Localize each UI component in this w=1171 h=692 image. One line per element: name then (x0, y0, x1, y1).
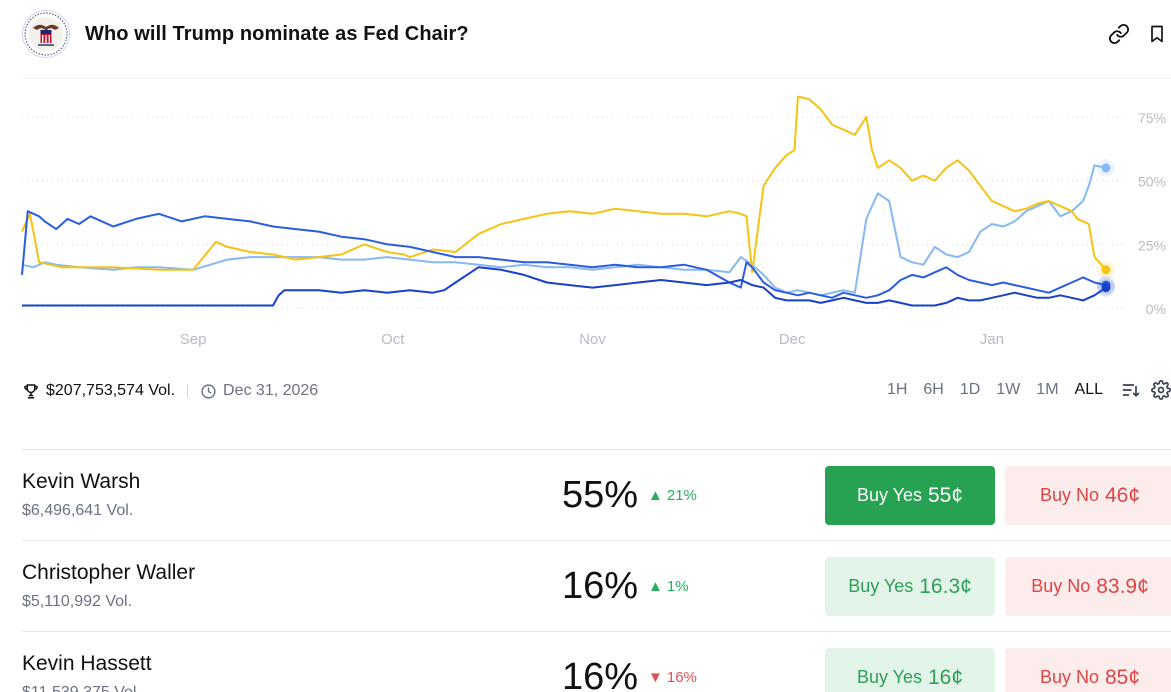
outcome-row-kevin-warsh[interactable]: Kevin Warsh $6,496,641 Vol. 55% ▲ 21% Bu… (22, 450, 1171, 540)
range-1m[interactable]: 1M (1036, 381, 1059, 398)
x-tick-label: Nov (579, 331, 606, 348)
buy-no-price: 46¢ (1104, 483, 1141, 507)
buy-yes-button[interactable]: Buy Yes 16¢ (825, 648, 995, 692)
candidate-name: Kevin Warsh (22, 470, 141, 493)
candidate-percent: 16% (562, 656, 639, 692)
buy-no-price: 83.9¢ (1096, 574, 1149, 598)
y-tick-label: 0% (1146, 301, 1166, 317)
candidate-name: Christopher Waller (22, 561, 196, 584)
series-line (21, 95, 1107, 274)
row-divider (22, 540, 1171, 541)
federal-reserve-seal-icon (22, 10, 70, 58)
x-tick-label: Dec (779, 331, 806, 348)
percent-change-value: 16% (666, 669, 697, 686)
candidate-name: Kevin Hassett (22, 652, 152, 675)
y-tick-label: 50% (1138, 174, 1166, 190)
buy-no-label: Buy No (1039, 485, 1099, 505)
candidate-percent: 55% (562, 474, 639, 516)
candidate-volume: $11,539,375 Vol. (22, 684, 141, 692)
buy-yes-button[interactable]: Buy Yes 55¢ (825, 466, 995, 525)
percent-change: ▼ 16% (648, 669, 697, 686)
buy-yes-label: Buy Yes (856, 667, 922, 687)
row-divider (22, 631, 1171, 632)
list-divider (22, 449, 1171, 450)
price-history-chart[interactable]: 0% 25% 50% 75% Sep Oct Nov Dec Jan (0, 80, 1171, 360)
series-end-point (1101, 265, 1111, 275)
range-6h[interactable]: 6H (923, 381, 944, 398)
market-header: Who will Trump nominate as Fed Chair? (22, 10, 1171, 58)
x-tick-label: Jan (980, 331, 1004, 348)
range-1d[interactable]: 1D (959, 381, 981, 398)
series-end-point (1101, 283, 1111, 293)
series-line (21, 164, 1107, 297)
triangle-up-icon: ▲ (648, 578, 663, 595)
series-end-point (1101, 163, 1111, 173)
x-tick-label: Sep (180, 331, 207, 348)
percent-change-value: 1% (666, 578, 689, 595)
header-actions (1107, 22, 1169, 46)
candidate-percent: 16% (562, 565, 639, 607)
buy-no-button[interactable]: Buy No 46¢ (1005, 466, 1171, 525)
outcome-row-kevin-hassett[interactable]: Kevin Hassett $11,539,375 Vol. 16% ▼ 16%… (22, 632, 1171, 692)
stats-separator (187, 384, 189, 398)
time-range-selector: 1H 6H 1D 1W 1M ALL (879, 379, 1171, 401)
series-line (21, 210, 1107, 299)
end-date-text: Dec 31, 2026 (223, 382, 319, 399)
sort-lines-icon[interactable] (1121, 380, 1141, 400)
range-1w[interactable]: 1W (996, 381, 1021, 398)
bookmark-icon[interactable] (1145, 22, 1169, 46)
candidate-volume: $5,110,992 Vol. (22, 593, 133, 610)
y-tick-label: 25% (1138, 237, 1166, 253)
trophy-icon (22, 382, 40, 400)
percent-change: ▲ 21% (648, 487, 697, 504)
triangle-up-icon: ▲ (648, 487, 663, 504)
buy-no-button[interactable]: Buy No 85¢ (1005, 648, 1171, 692)
triangle-down-icon: ▼ (648, 669, 663, 686)
buy-no-button[interactable]: Buy No 83.9¢ (1005, 557, 1171, 616)
range-all[interactable]: ALL (1074, 381, 1103, 398)
market-title: Who will Trump nominate as Fed Chair? (85, 22, 469, 45)
volume-stat: $207,753,574 Vol. (22, 382, 175, 400)
buy-no-label: Buy No (1039, 667, 1099, 687)
end-date-stat: Dec 31, 2026 (200, 382, 318, 400)
settings-gear-icon[interactable] (1151, 380, 1171, 400)
buy-no-label: Buy No (1031, 576, 1091, 596)
volume-text: $207,753,574 Vol. (46, 382, 176, 399)
stats-bar: $207,753,574 Vol. Dec 31, 2026 1H 6H 1D … (22, 379, 1171, 403)
series-line (22, 266, 1107, 307)
buy-yes-price: 16¢ (928, 665, 964, 689)
header-divider (22, 78, 1171, 79)
buy-no-price: 85¢ (1104, 665, 1141, 689)
y-tick-label: 75% (1138, 110, 1166, 126)
candidate-volume: $6,496,641 Vol. (22, 502, 134, 519)
clock-icon (200, 383, 217, 400)
link-icon[interactable] (1107, 22, 1131, 46)
buy-yes-label: Buy Yes (856, 485, 922, 505)
buy-yes-price: 55¢ (928, 483, 964, 507)
buy-yes-price: 16.3¢ (919, 574, 972, 598)
range-1h[interactable]: 1H (886, 381, 908, 398)
x-tick-label: Oct (381, 331, 405, 348)
buy-yes-label: Buy Yes (848, 576, 914, 596)
outcome-row-christopher-waller[interactable]: Christopher Waller $5,110,992 Vol. 16% ▲… (22, 541, 1171, 631)
buy-yes-button[interactable]: Buy Yes 16.3¢ (825, 557, 995, 616)
percent-change: ▲ 1% (648, 578, 689, 595)
percent-change-value: 21% (666, 487, 697, 504)
